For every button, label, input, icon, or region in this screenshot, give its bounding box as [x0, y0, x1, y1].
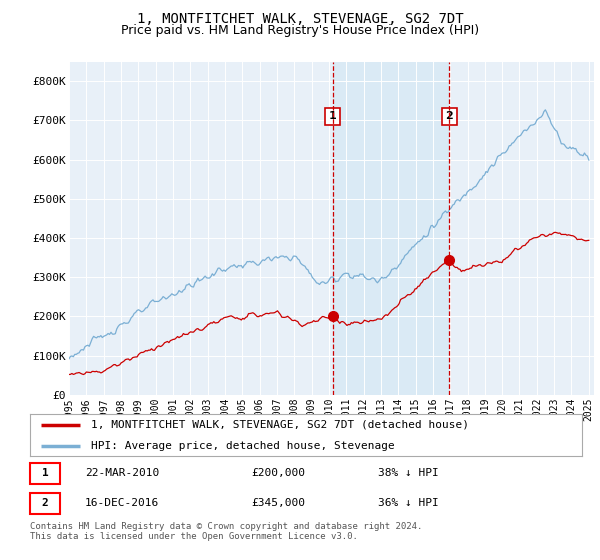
- Text: HPI: Average price, detached house, Stevenage: HPI: Average price, detached house, Stev…: [91, 441, 394, 451]
- Text: 1: 1: [41, 468, 48, 478]
- Bar: [30, 463, 61, 484]
- Bar: [30, 493, 61, 514]
- Text: 16-DEC-2016: 16-DEC-2016: [85, 498, 160, 508]
- Text: 1, MONTFITCHET WALK, STEVENAGE, SG2 7DT (detached house): 1, MONTFITCHET WALK, STEVENAGE, SG2 7DT …: [91, 420, 469, 430]
- Text: 2: 2: [446, 111, 454, 122]
- Text: Price paid vs. HM Land Registry's House Price Index (HPI): Price paid vs. HM Land Registry's House …: [121, 24, 479, 36]
- Text: £345,000: £345,000: [251, 498, 305, 508]
- Text: 38% ↓ HPI: 38% ↓ HPI: [378, 468, 439, 478]
- Text: Contains HM Land Registry data © Crown copyright and database right 2024.
This d: Contains HM Land Registry data © Crown c…: [30, 522, 422, 542]
- Text: 36% ↓ HPI: 36% ↓ HPI: [378, 498, 439, 508]
- Text: £200,000: £200,000: [251, 468, 305, 478]
- Text: 1: 1: [329, 111, 337, 122]
- Text: 22-MAR-2010: 22-MAR-2010: [85, 468, 160, 478]
- Text: 1, MONTFITCHET WALK, STEVENAGE, SG2 7DT: 1, MONTFITCHET WALK, STEVENAGE, SG2 7DT: [137, 12, 463, 26]
- Text: 2: 2: [41, 498, 48, 508]
- Bar: [333, 62, 449, 395]
